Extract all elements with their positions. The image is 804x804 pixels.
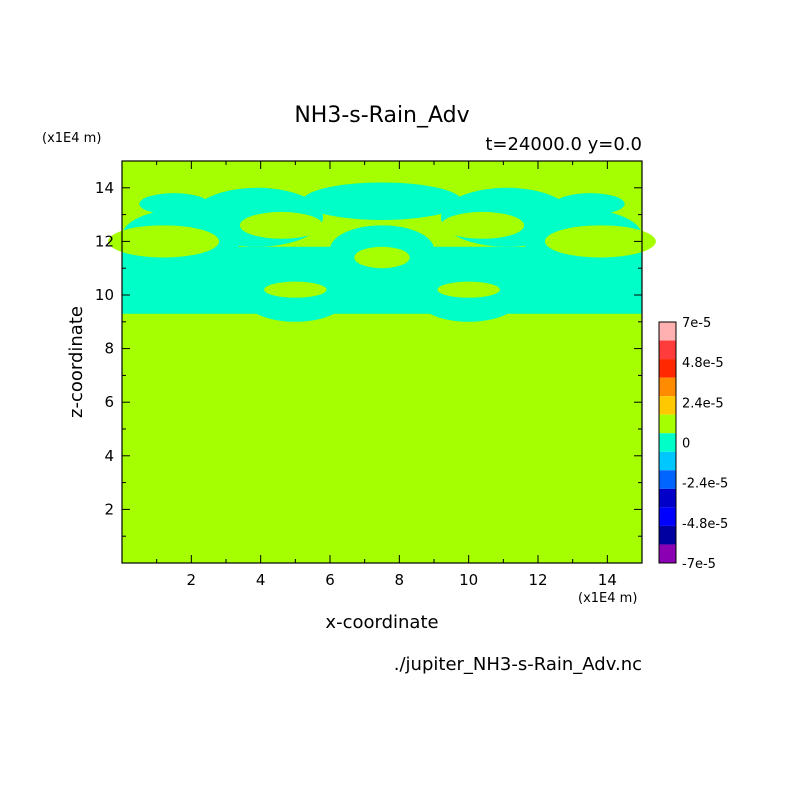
colorbar-label: -7e-5 [682,557,716,572]
colorbar-swatch [659,488,676,508]
colorbar-swatch [659,359,676,378]
colorbar-swatch [659,377,676,397]
colorbar-swatch [659,414,676,434]
contour-hole [108,225,220,258]
colorbar-label: 2.4e-5 [682,396,724,411]
colorbar-label: -2.4e-5 [682,477,728,492]
y-tick-label: 6 [104,393,114,411]
source-filename: ./jupiter_NH3-s-Rain_Adv.nc [394,654,642,675]
contour-regions [108,182,656,322]
chart-title: NH3-s-Rain_Adv [294,103,469,128]
colorbar-label: 0 [682,437,690,452]
colorbar-swatch [659,451,676,471]
contour-hole [544,225,656,258]
x-tick-label: 10 [459,571,478,589]
x-tick-label: 4 [256,571,266,589]
x-unit-label: (x1E4 m) [578,591,637,606]
contour-region [302,182,462,220]
y-tick-label: 2 [104,500,114,518]
x-tick-label: 12 [528,571,547,589]
plot-area [108,160,656,564]
y-tick-label: 4 [104,447,114,465]
y-axis: 2 4 6 8 10 12 14 [95,179,642,537]
y-unit-label: (x1E4 m) [42,131,101,146]
colorbar-frame [658,321,677,564]
contour-hole [437,281,500,298]
colorbar-swatch [659,433,676,452]
contour-region [555,193,625,215]
colorbar-swatch [659,525,676,545]
colorbar-label: 4.8e-5 [682,356,724,371]
plot-frame [121,160,643,564]
colorbar-swatch [659,507,676,526]
colorbar-swatch [659,470,676,489]
x-axis-label: x-coordinate [325,612,438,633]
contour-hole [354,246,410,269]
colorbar-label: -4.8e-5 [682,517,728,532]
contour-hole [239,211,324,239]
chart-subtitle: t=24000.0 y=0.0 [485,134,642,155]
x-tick-label: 14 [598,571,617,589]
colorbar-swatch [659,396,676,415]
y-axis-label: z-coordinate [66,306,87,418]
contour-hole [264,281,327,298]
contour-hole [440,211,525,239]
y-tick-label: 12 [95,232,114,250]
colorbar-swatch [659,340,676,360]
colorbar: 7e-5 4.8e-5 2.4e-5 0 -2.4e-5 -4.8e-5 -7e-5 [658,316,728,572]
colorbar-swatch [659,544,676,563]
x-tick-label: 8 [395,571,405,589]
contour-region [139,193,209,215]
y-tick-label: 10 [95,286,114,304]
x-tick-label: 2 [187,571,197,589]
colorbar-swatch [659,322,676,341]
x-tick-label: 6 [325,571,335,589]
y-tick-label: 8 [104,340,114,358]
y-tick-label: 14 [95,179,114,197]
x-axis: 2 4 6 8 10 12 14 [156,161,617,589]
colorbar-label: 7e-5 [682,316,711,331]
